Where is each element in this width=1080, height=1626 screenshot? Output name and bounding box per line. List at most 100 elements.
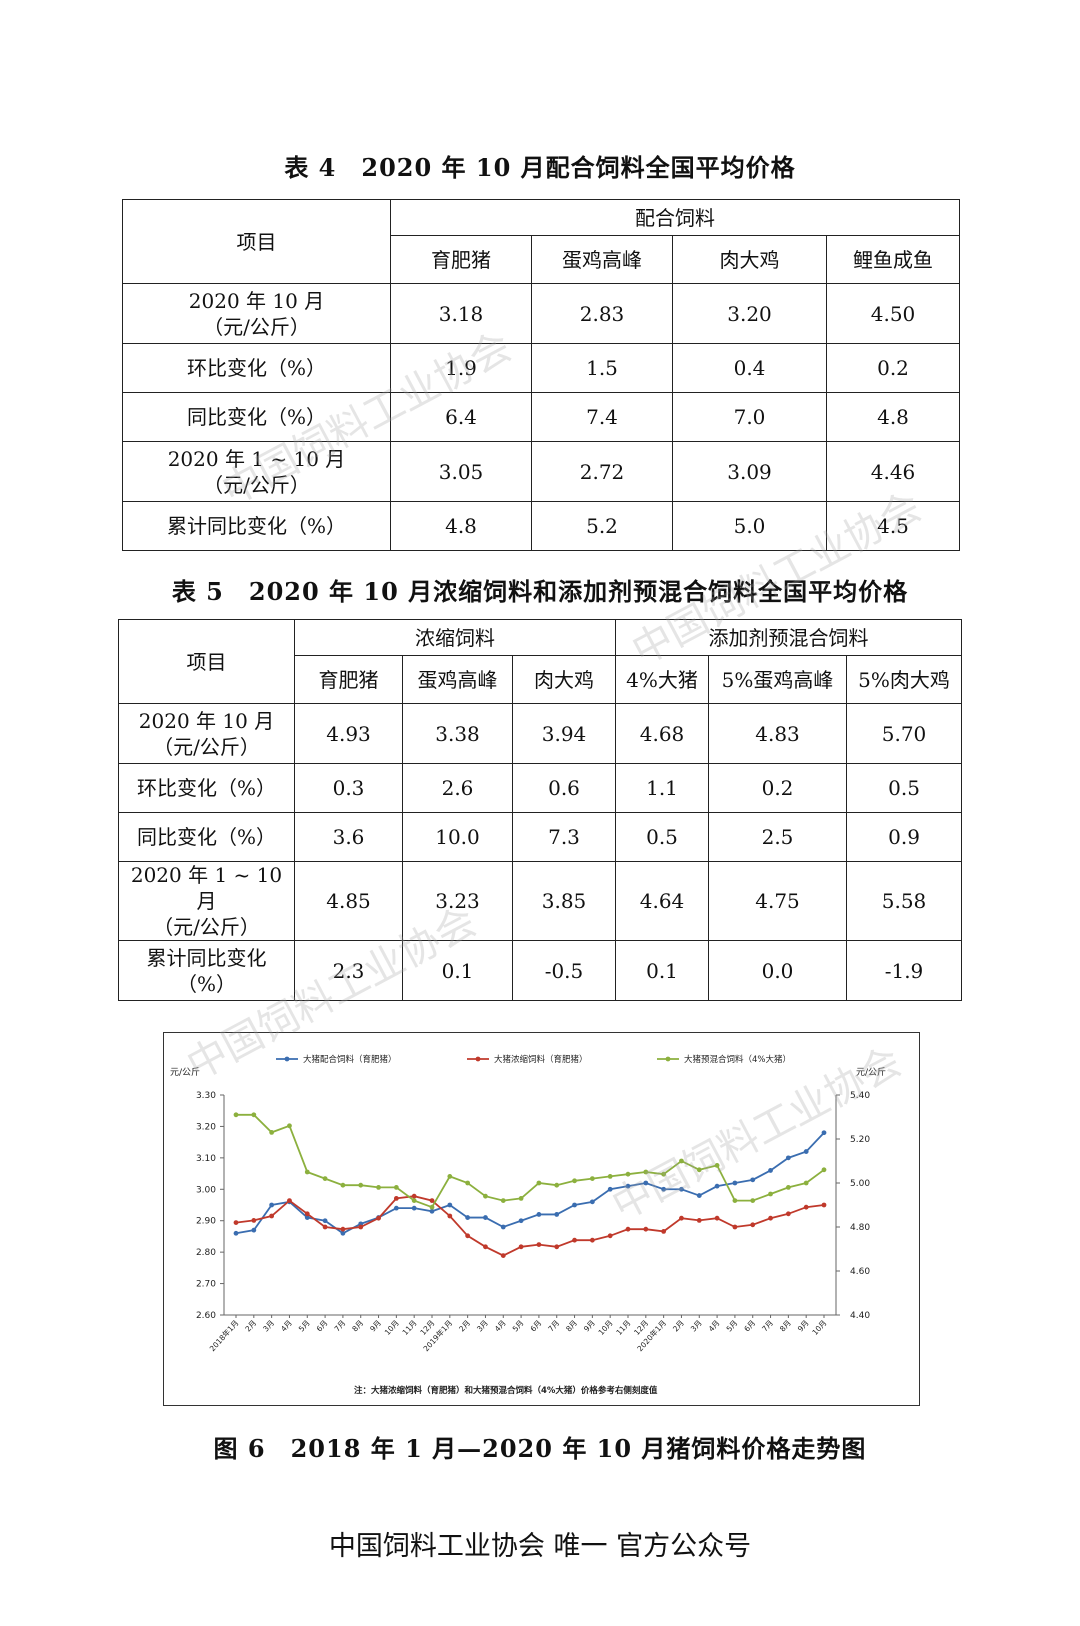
x-tick-label: 7月 — [332, 1318, 347, 1333]
table5-cell: 4.64 — [615, 861, 709, 941]
y-tick-label-left: 2.80 — [196, 1248, 216, 1258]
table5-cell: 4.75 — [708, 861, 847, 941]
table4-cell: 3.09 — [672, 441, 827, 502]
data-point — [679, 1215, 684, 1221]
data-point — [643, 1169, 649, 1175]
data-point — [679, 1186, 684, 1192]
data-point — [251, 1218, 257, 1223]
data-point — [554, 1212, 560, 1217]
data-point — [714, 1215, 720, 1221]
data-point — [393, 1196, 399, 1201]
x-tick-label: 10月 — [597, 1318, 615, 1337]
data-point — [304, 1211, 310, 1217]
table4-row-label: 同比变化（%） — [122, 392, 391, 442]
data-point — [393, 1205, 399, 1211]
table5-cell: 1.1 — [615, 763, 709, 813]
table5-col-header: 5%蛋鸡高峰 — [708, 655, 847, 704]
table4-col-header: 鲤鱼成鱼 — [826, 235, 960, 284]
y-axis-label-left: 元/公斤 — [170, 1067, 200, 1078]
data-point — [785, 1185, 791, 1190]
table5-row: 累计同比变化 （%） 2.3 0.1 -0.5 0.1 0.0 -1.9 — [118, 940, 963, 1001]
data-point — [429, 1198, 435, 1203]
legend-label: 大猪配合饲料（育肥猪） — [303, 1054, 397, 1065]
table5-row-label-line: 累计同比变化 — [146, 945, 267, 970]
table4-row-label: 2020 年 10 月（元/公斤） — [122, 283, 391, 344]
table5-row: 同比变化（%） 3.6 10.0 7.3 0.5 2.5 0.9 — [118, 812, 963, 862]
data-point — [251, 1227, 257, 1233]
x-tick-label: 3月 — [689, 1318, 704, 1333]
x-tick-label: 10月 — [383, 1318, 401, 1337]
data-point — [696, 1167, 702, 1173]
data-point — [661, 1186, 667, 1192]
x-tick-label: 4月 — [707, 1318, 722, 1333]
table4: 项目 配合饲料 育肥猪 蛋鸡高峰 肉大鸡 鲤鱼成鱼 2020 年 10 月（元/公斤）… — [122, 199, 960, 551]
table5-col-header: 蛋鸡高峰 — [402, 655, 513, 704]
table5-row-label: 2020 年 10 月（元/公斤） — [118, 703, 295, 764]
table5-cell: 4.68 — [615, 703, 709, 764]
x-tick-label: 8月 — [564, 1318, 579, 1333]
data-point — [732, 1224, 738, 1230]
table5-row: 环比变化（%） 0.3 2.6 0.6 1.1 0.2 0.5 — [118, 763, 963, 813]
data-point — [785, 1211, 791, 1217]
table5-row-label-line: （%） — [176, 971, 236, 996]
data-point — [803, 1180, 809, 1186]
series-line — [236, 1113, 825, 1209]
table5-cell: 3.94 — [512, 703, 616, 764]
x-tick-label: 9月 — [368, 1318, 383, 1333]
x-tick-label: 8月 — [350, 1318, 365, 1333]
chart-note: 注：大猪浓缩饲料（育肥猪）和大猪预混合饲料（4%大猪）价格参考右侧刻度值 — [354, 1385, 658, 1396]
data-point — [411, 1205, 417, 1211]
legend-marker — [284, 1056, 290, 1062]
data-point — [500, 1198, 506, 1203]
table4-cell: 0.2 — [826, 343, 960, 393]
table5-row-label-line: 同比变化（%） — [136, 825, 276, 849]
data-point — [340, 1230, 346, 1236]
table5-cell: 0.2 — [708, 763, 847, 813]
table4-row-label: 累计同比变化（%） — [122, 501, 391, 551]
table4-cell: 5.2 — [531, 501, 673, 551]
data-point — [447, 1174, 453, 1179]
table4-cell: 2.72 — [531, 441, 673, 502]
table4-row: 累计同比变化（%） 4.8 5.2 5.0 4.5 — [122, 501, 960, 551]
data-point — [518, 1196, 524, 1201]
table4-caption: 表 4 2020 年 10 月配合饲料全国平均价格 — [284, 153, 796, 182]
data-point — [661, 1229, 667, 1234]
legend-label: 大猪浓缩饲料（育肥猪） — [494, 1054, 588, 1065]
data-point — [233, 1220, 239, 1225]
data-point — [572, 1237, 577, 1243]
y-tick-label-right: 4.40 — [850, 1311, 870, 1321]
table5-cell: 7.3 — [512, 812, 616, 862]
figure-caption: 图 6 2018 年 1 月—2020 年 10 月猪饲料价格走势图 — [213, 1434, 867, 1463]
table5-cell: 10.0 — [402, 812, 513, 862]
table4-row-label-line: （元/公斤） — [203, 314, 310, 339]
table5-cell: 0.3 — [294, 763, 403, 813]
table4-row: 环比变化（%） 1.9 1.5 0.4 0.2 — [122, 343, 960, 393]
data-point — [304, 1215, 310, 1220]
table4-cell: 5.0 — [672, 501, 827, 551]
table5-col-header: 育肥猪 — [294, 655, 403, 704]
table5-row-label-line: 环比变化（%） — [136, 776, 276, 800]
table4-cell: 6.4 — [390, 392, 532, 442]
data-point — [750, 1177, 756, 1183]
table5-cell: 5.70 — [845, 703, 963, 764]
x-tick-label: 7月 — [760, 1318, 775, 1333]
table4-cell: 2.83 — [531, 283, 673, 344]
data-point — [750, 1222, 756, 1228]
x-tick-label: 2月 — [457, 1318, 472, 1333]
data-point — [376, 1185, 381, 1190]
table5-row-label: 同比变化（%） — [118, 812, 295, 862]
table5-cell: 2.6 — [402, 763, 513, 813]
data-point — [518, 1244, 524, 1250]
x-tick-label: 9月 — [796, 1318, 811, 1333]
table4-cell: 7.0 — [672, 392, 827, 442]
y-tick-label-right: 4.60 — [850, 1267, 870, 1277]
y-tick-label-left: 2.70 — [196, 1280, 216, 1290]
data-point — [304, 1169, 310, 1175]
data-point — [768, 1191, 773, 1197]
data-point — [483, 1193, 488, 1199]
table5-cell: 0.5 — [845, 763, 963, 813]
data-point — [518, 1218, 524, 1224]
data-point — [714, 1183, 720, 1189]
data-point — [322, 1218, 328, 1224]
x-tick-label: 6月 — [742, 1318, 757, 1333]
